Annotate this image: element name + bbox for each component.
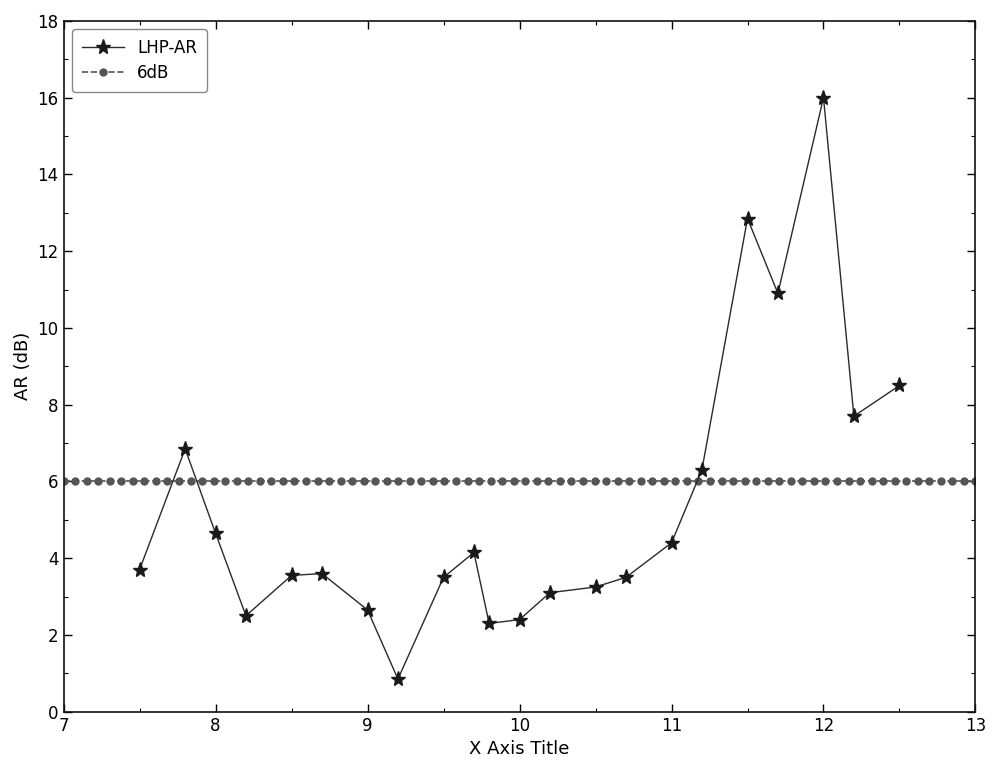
LHP-AR	[483, 619, 495, 628]
LHP-AR	[620, 573, 632, 582]
6dB	[462, 477, 474, 486]
6dB	[969, 477, 981, 486]
6dB	[646, 477, 658, 486]
LHP-AR	[544, 588, 556, 598]
6dB	[866, 477, 878, 486]
X-axis label: X Axis Title: X Axis Title	[469, 740, 570, 758]
LHP-AR	[240, 611, 252, 621]
Legend: LHP-AR, 6dB: LHP-AR, 6dB	[72, 29, 207, 92]
LHP-AR	[514, 615, 526, 625]
LHP-AR	[848, 411, 860, 421]
LHP-AR	[590, 582, 602, 591]
LHP-AR	[392, 675, 404, 684]
Y-axis label: AR (dB): AR (dB)	[14, 332, 32, 401]
LHP-AR	[666, 538, 678, 547]
6dB	[612, 477, 624, 486]
6dB	[681, 477, 693, 486]
LHP-AR	[893, 381, 905, 390]
LHP-AR	[316, 569, 328, 578]
Line: 6dB: 6dB	[60, 478, 979, 485]
LHP-AR	[438, 573, 450, 582]
LHP-AR	[772, 289, 784, 298]
6dB	[58, 477, 70, 486]
LHP-AR	[742, 214, 754, 223]
LHP-AR	[179, 444, 191, 453]
LHP-AR	[817, 93, 829, 102]
6dB	[600, 477, 612, 486]
LHP-AR	[134, 565, 146, 574]
LHP-AR	[210, 529, 222, 538]
LHP-AR	[286, 571, 298, 580]
LHP-AR	[468, 548, 480, 557]
LHP-AR	[362, 605, 374, 615]
Line: LHP-AR: LHP-AR	[132, 90, 907, 687]
LHP-AR	[696, 466, 708, 475]
